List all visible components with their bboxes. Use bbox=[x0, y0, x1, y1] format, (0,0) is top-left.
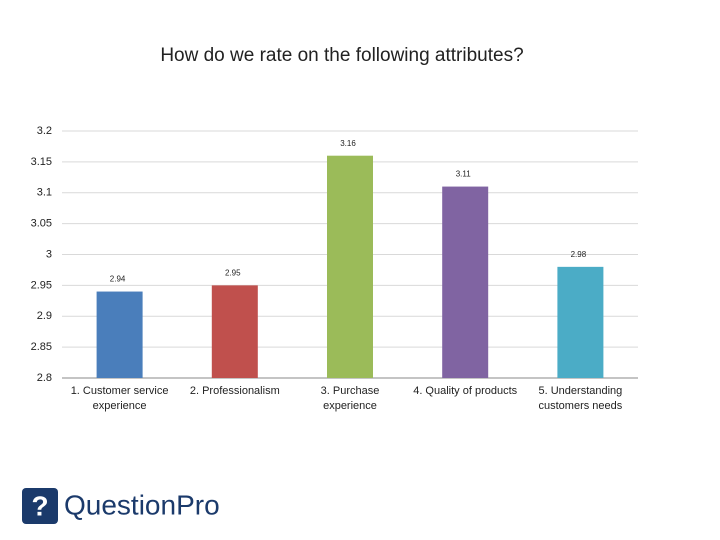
x-tick-label: 1. Customer service experience bbox=[70, 385, 169, 412]
y-tick-label: 2.95 bbox=[31, 279, 52, 291]
bar bbox=[96, 291, 143, 378]
x-tick-label: 2. Professionalism bbox=[189, 385, 280, 397]
data-label: 2.98 bbox=[571, 250, 587, 259]
data-label: 2.95 bbox=[225, 268, 241, 277]
y-tick-label: 2.9 bbox=[37, 310, 52, 322]
bar bbox=[442, 186, 489, 378]
y-tick-label: 3.2 bbox=[37, 125, 52, 137]
y-tick-label: 2.85 bbox=[31, 341, 52, 353]
logo: ? QuestionPro bbox=[22, 488, 220, 524]
y-tick-label: 2.8 bbox=[37, 372, 52, 384]
data-label: 3.16 bbox=[340, 139, 356, 148]
y-tick-label: 3.05 bbox=[31, 218, 52, 230]
bar bbox=[557, 266, 604, 378]
x-tick-label: 4. Quality of products bbox=[413, 385, 518, 397]
data-label: 3.11 bbox=[456, 170, 472, 179]
x-tick-label: 5. Understanding customers needs bbox=[538, 385, 623, 412]
y-tick-label: 3.15 bbox=[31, 156, 52, 168]
chart-title: How do we rate on the following attribut… bbox=[160, 45, 523, 66]
bar bbox=[211, 285, 258, 378]
data-label: 2.94 bbox=[110, 275, 126, 284]
y-tick-label: 3 bbox=[46, 248, 52, 260]
logo-glyph: ? bbox=[31, 490, 48, 521]
bar bbox=[327, 155, 373, 378]
logo-text: QuestionPro bbox=[64, 489, 220, 520]
y-tick-label: 3.1 bbox=[37, 187, 52, 199]
x-tick-label: 3. Purchase experience bbox=[320, 385, 380, 412]
logo-icon bbox=[22, 488, 58, 524]
